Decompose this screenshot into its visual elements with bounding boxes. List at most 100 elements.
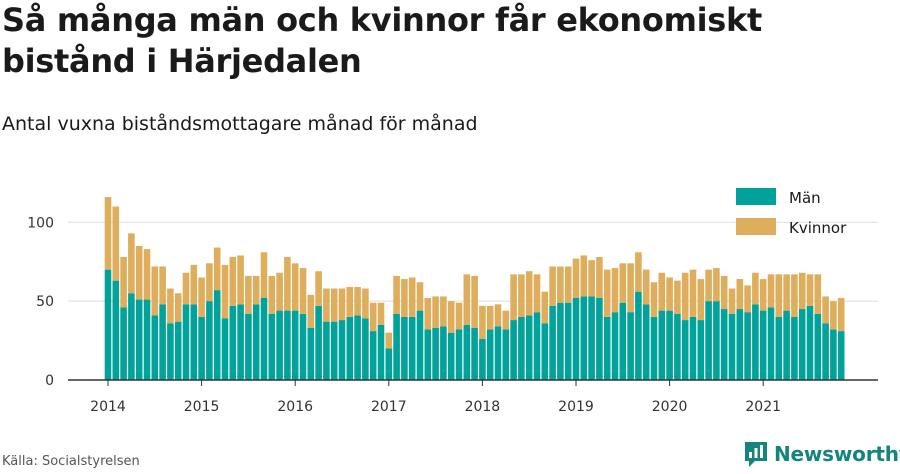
bar-kvinnor	[143, 249, 151, 300]
bar-kvinnor	[713, 268, 720, 302]
bar-kvinnor	[174, 293, 182, 322]
bar-man	[463, 324, 471, 380]
bar-kvinnor	[221, 264, 229, 319]
x-tick-label: 2014	[90, 399, 126, 415]
bar-kvinnor	[837, 297, 845, 332]
brand[interactable]: Newsworthy	[743, 440, 900, 468]
bar-man	[798, 309, 806, 380]
bar-man	[572, 297, 580, 380]
bar-kvinnor	[502, 310, 510, 330]
bar-man	[697, 320, 705, 380]
bar-man	[120, 307, 127, 380]
x-tick-label: 2016	[277, 399, 313, 415]
bar-man	[627, 312, 634, 380]
bar-kvinnor	[541, 291, 549, 324]
bar-man	[174, 321, 182, 380]
bar-kvinnor	[346, 286, 354, 317]
legend-label-kvinnor: Kvinnor	[789, 219, 847, 237]
bar-kvinnor	[447, 301, 455, 333]
bar-man	[752, 304, 759, 380]
bar-man	[775, 316, 783, 380]
bar-man	[736, 309, 744, 380]
bar-kvinnor	[728, 288, 736, 314]
legend-label-man: Män	[789, 189, 821, 207]
x-tick-label: 2018	[465, 399, 501, 415]
bar-man	[720, 309, 728, 380]
bar-man	[681, 320, 689, 380]
bar-man	[245, 313, 252, 380]
bar-kvinnor	[463, 274, 471, 325]
bar-kvinnor	[557, 266, 564, 303]
bar-kvinnor	[455, 302, 463, 330]
legend-swatch-kvinnor	[736, 218, 776, 235]
bar-kvinnor	[525, 271, 533, 316]
bar-kvinnor	[611, 268, 619, 313]
bar-man	[447, 332, 455, 380]
bar-man	[728, 313, 736, 380]
bar-man	[206, 301, 213, 380]
bar-kvinnor	[791, 274, 798, 317]
bar-man	[369, 331, 377, 380]
bar-kvinnor	[167, 288, 174, 324]
bar-kvinnor	[206, 263, 213, 302]
bar-man	[268, 313, 276, 380]
bar-man	[276, 310, 283, 380]
bar-man	[767, 307, 775, 380]
x-axis: 2014 2015 2016 2017 2018 2019 2020 2021	[68, 379, 878, 415]
bar-man	[416, 310, 424, 380]
bar-kvinnor	[783, 274, 790, 311]
bar-man	[307, 327, 315, 380]
bar-man	[580, 296, 588, 380]
bar-kvinnor	[190, 264, 198, 305]
bar-man	[549, 305, 556, 380]
brand-name: Newsworthy	[774, 442, 900, 466]
bar-kvinnor	[128, 233, 135, 294]
bar-man	[806, 305, 814, 380]
bar-man	[674, 313, 681, 380]
bar-man	[112, 280, 120, 380]
bar-man	[151, 315, 159, 380]
bar-kvinnor	[284, 256, 291, 311]
y-tick-label: 100	[27, 215, 54, 231]
bar-man	[362, 318, 369, 380]
bar-kvinnor	[245, 275, 252, 314]
bar-man	[837, 331, 845, 380]
bar-kvinnor	[377, 302, 385, 325]
bar-kvinnor	[135, 245, 143, 300]
bar-man	[237, 304, 244, 380]
bar-kvinnor	[323, 288, 330, 322]
bar-man	[338, 320, 346, 380]
bar-man	[299, 313, 307, 380]
bar-kvinnor	[806, 274, 814, 306]
bar-kvinnor	[408, 277, 416, 317]
bar-kvinnor	[681, 272, 689, 321]
bar-man	[393, 313, 400, 380]
bar-man	[518, 316, 525, 380]
bar-kvinnor	[120, 256, 127, 308]
bar-man	[143, 299, 151, 380]
bar-man	[401, 316, 408, 380]
bar-man	[791, 316, 798, 380]
bar-kvinnor	[798, 272, 806, 310]
legend: Män Kvinnor	[736, 188, 847, 237]
bar-man	[221, 318, 229, 380]
bar-man	[510, 320, 517, 380]
bar-kvinnor	[416, 282, 424, 311]
bar-man	[330, 321, 338, 380]
y-tick-label: 50	[36, 294, 54, 310]
bar-man	[432, 327, 439, 380]
chart-title: Så många män och kvinnor får ekonomiskt …	[2, 1, 763, 80]
bar-kvinnor	[338, 288, 346, 321]
x-tick-label: 2017	[371, 399, 407, 415]
bar-kvinnor	[635, 252, 642, 292]
bar-kvinnor	[705, 269, 712, 302]
bar-man	[229, 305, 237, 380]
bar-man	[759, 310, 767, 380]
bar-man	[619, 302, 627, 380]
bar-man	[354, 315, 361, 380]
bar-man	[323, 321, 330, 380]
bar-kvinnor	[510, 274, 517, 321]
bar-kvinnor	[369, 302, 377, 332]
bar-kvinnor	[268, 275, 276, 314]
bar-man	[502, 329, 510, 380]
